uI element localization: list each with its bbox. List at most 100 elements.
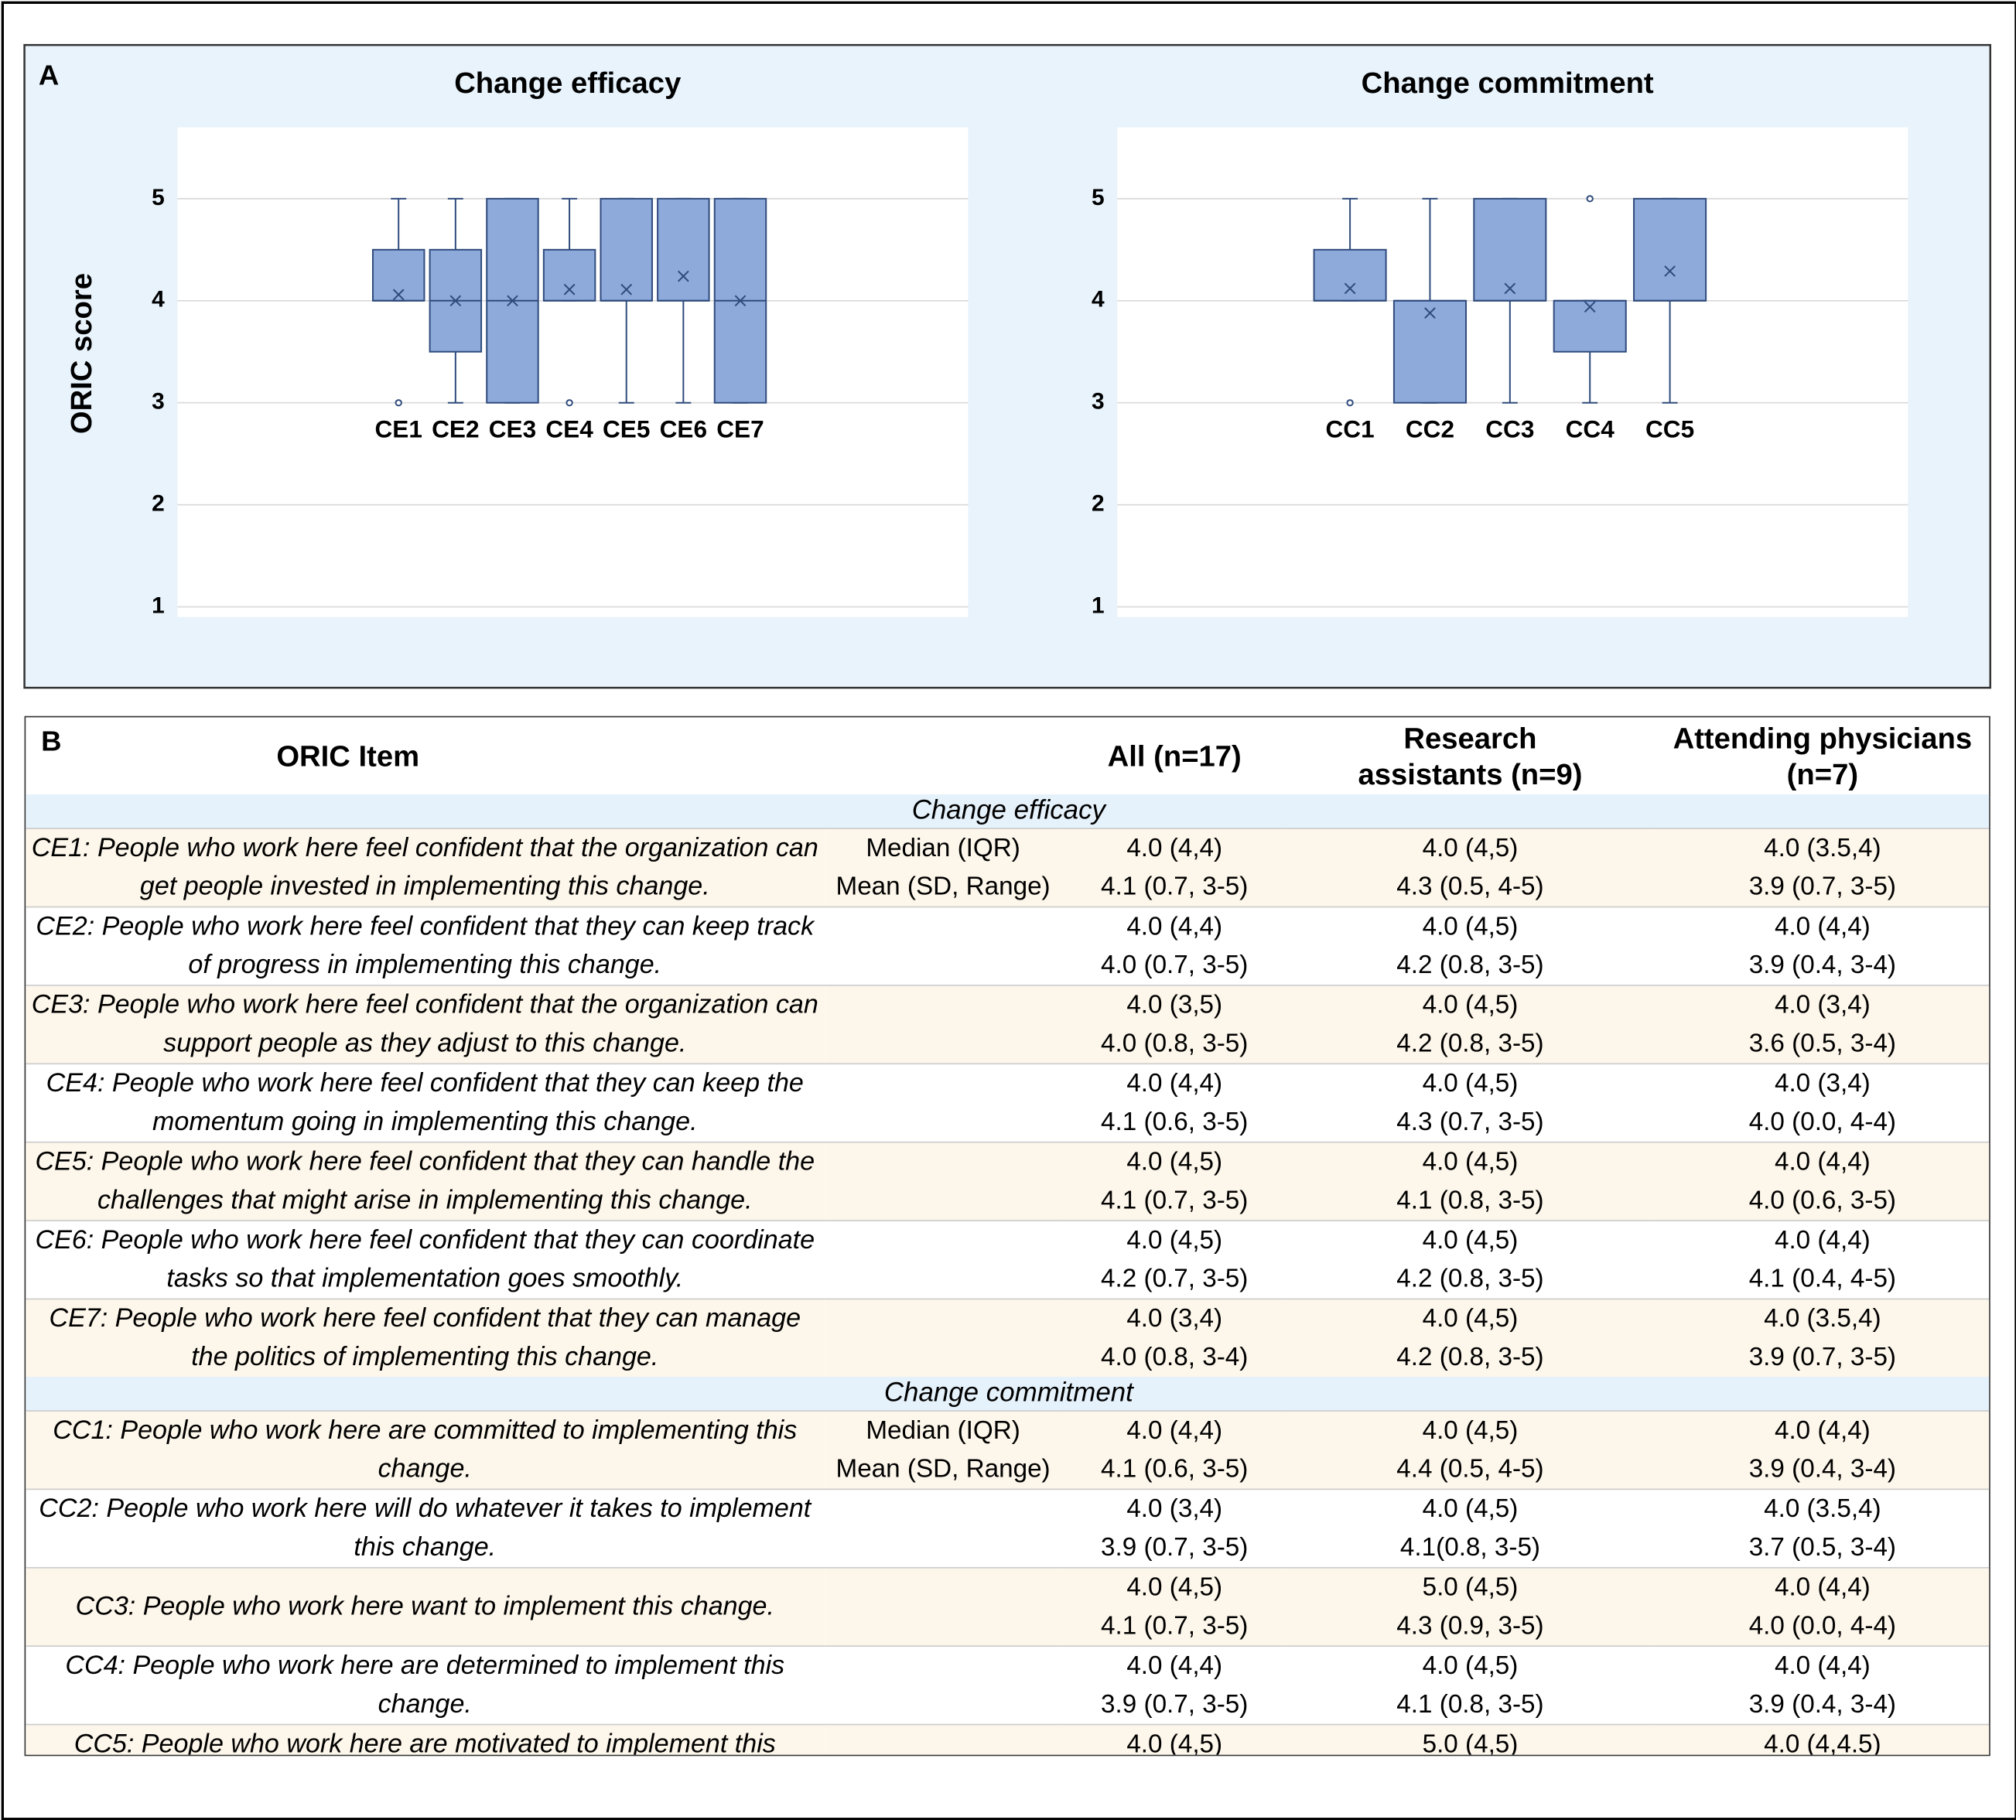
mean-marker <box>449 295 462 307</box>
value-text: 4.0 (4,5) <box>1422 1069 1519 1098</box>
value-text: 4.2 (0.8, 3-5) <box>1396 951 1544 980</box>
value-cell: 4.0 (3,4) 4.0 (0.0, 4-4) <box>1653 1063 1990 1142</box>
x-tick-label: CC2 <box>1406 415 1454 443</box>
value-cell: 4.0 (4,5) 4.1 (0.7, 3-5) <box>1061 1566 1287 1647</box>
value-text: 4.1 (0.6, 3-5) <box>1101 1455 1249 1484</box>
value-text: 3.6 (0.5, 3-4) <box>1748 1030 1897 1058</box>
value-text: 4.0 (4,5) <box>1422 1148 1519 1176</box>
value-text: 4.0 (0.8, 3-4) <box>1101 1343 1249 1372</box>
box <box>371 248 425 302</box>
item-row: CE6: People who work here feel confident… <box>26 1220 1990 1299</box>
value-text: 4.0 (3.5,4) <box>1764 1304 1881 1333</box>
y-tick-label: 3 <box>1092 389 1105 415</box>
value-text: 4.0 (0.8, 3-5) <box>1101 1030 1249 1058</box>
mean-marker <box>677 270 689 282</box>
box <box>1313 248 1387 302</box>
x-tick-label: CE6 <box>660 415 707 443</box>
value-text: 4.0 (3,4) <box>1126 1304 1223 1333</box>
value-text: 4.0 (4,4) <box>1774 1416 1871 1446</box>
value-text: 4.0 (0.0, 4-4) <box>1748 1612 1897 1641</box>
item-row: CC3: People who work here want to implem… <box>26 1566 1990 1647</box>
value-cell: 4.0 (4,5) 4.2 (0.8, 3-5) <box>1286 1298 1654 1377</box>
x-tick-label: CC5 <box>1645 415 1694 443</box>
panel-label: B <box>41 725 62 757</box>
x-tick-label: CE5 <box>603 415 650 443</box>
value-text: 4.2 (0.8, 3-5) <box>1396 1343 1544 1372</box>
value-text: 3.9 (0.7, 3-5) <box>1748 872 1897 902</box>
item-row: CE5: People who work here feel confident… <box>26 1141 1990 1221</box>
item-text: CC5: People who work here are motivated … <box>26 1723 825 1755</box>
value-cell: 4.0 (4,5) 4.2 (0.7, 3-5) <box>1061 1220 1287 1299</box>
y-tick-label: 3 <box>152 389 165 415</box>
value-cell: 4.0 (4,4) 4.0 (0.6, 3-5) <box>1653 1141 1990 1221</box>
value-text: 4.0 (3,5) <box>1126 991 1223 1019</box>
item-row: CC1: People who work here are committed … <box>26 1410 1990 1490</box>
section-row: Change commitment <box>26 1376 1990 1412</box>
value-text: 4.1 (0.4, 4-5) <box>1748 1265 1897 1293</box>
value-cell: 4.0 (3,4) 4.0 (0.8, 3-4) <box>1061 1298 1287 1377</box>
item-row: CE1: People who work here feel confident… <box>26 828 1990 907</box>
value-text: 4.0 (4,4) <box>1774 913 1871 941</box>
value-text: 3.9 (0.7, 3-5) <box>1101 1533 1249 1562</box>
header-cell: Research assistants (n=9) <box>1358 721 1583 791</box>
value-text: 3.9 (0.4, 3-4) <box>1748 1455 1897 1484</box>
y-tick-label: 1 <box>1092 592 1105 618</box>
y-tick-label: 2 <box>1092 491 1105 517</box>
value-cell: 4.0 (4,5) 4.3 (0.5, 4-5) <box>1286 828 1654 907</box>
box <box>657 197 710 302</box>
plot-area <box>177 127 969 617</box>
outlier <box>566 399 573 407</box>
y-axis-label: ORIC score <box>65 273 98 434</box>
value-text: 3.9 (0.4, 3-4) <box>1748 1690 1897 1719</box>
value-cell: 4.0 (4,5) 4.2 (0.8, 3-5) <box>1286 985 1654 1064</box>
value-text: 4.1 (0.8, 3-5) <box>1396 1187 1544 1215</box>
value-cell: 4.0 (4,4) 4.0 (0.0, 4-4) <box>1653 1566 1990 1647</box>
mean-marker <box>507 295 518 307</box>
stat-labels <box>824 1141 1062 1221</box>
box <box>600 197 653 302</box>
stat-label: Mean (SD, Range) <box>835 872 1051 902</box>
value-cell: 4.0 (4,5) 4.2 (0.8, 3-5) <box>1286 906 1654 985</box>
header-row: ORIC Item All (n=17) Research assistants… <box>26 717 1989 794</box>
value-cell: 4.0 (4,5) 4.1 (0.8, 3-5) <box>1286 1141 1654 1221</box>
value-text: 4.0 (3,4) <box>1774 1069 1871 1098</box>
oric-table: ORIC Item All (n=17) Research assistants… <box>26 717 1990 1755</box>
value-text: 4.3 (0.9, 3-5) <box>1396 1612 1544 1641</box>
value-text: 4.0 (4,5) <box>1422 834 1519 863</box>
mean-marker <box>734 295 747 307</box>
stat-labels <box>824 1298 1062 1377</box>
value-text: 4.1 (0.7, 3-5) <box>1101 872 1249 902</box>
value-text: 4.0 (4,4) <box>1126 1416 1223 1446</box>
value-cell: 4.0 (3,5) 4.0 (0.8, 3-5) <box>1061 985 1287 1064</box>
mean-marker <box>1584 301 1596 313</box>
stat-labels <box>824 1063 1062 1142</box>
value-cell: 4.0 (3.5,4) 3.9 (0.7, 3-5) <box>1653 828 1990 907</box>
box <box>1473 197 1547 302</box>
value-cell: 5.0 (4,5)4.4 (0.7, 3-5) <box>1286 1723 1654 1755</box>
mean-marker <box>1504 282 1516 295</box>
value-cell: 4.0 (4,5) 4.3 (0.7, 3-5) <box>1286 1063 1654 1142</box>
value-text: 4.2 (0.8, 3-5) <box>1396 1030 1544 1058</box>
value-cell: 4.0 (4,4) 3.9 (0.4, 3-4) <box>1653 1410 1990 1490</box>
header-cell: All (n=17) <box>1107 739 1242 773</box>
section-title: Change commitment <box>26 1376 1990 1412</box>
value-text: 4.0 (4,4) <box>1126 1651 1223 1681</box>
value-cell: 4.0 (4,5) 4.2 (0.8, 3-5) <box>1286 1220 1654 1299</box>
y-tick-label: 5 <box>1092 185 1105 210</box>
value-text: 4.0 (4,5) <box>1126 1573 1223 1602</box>
panel-a: A Change efficacy ORIC score 1 2 3 4 5 CE1 CE2 CE… <box>23 43 1992 689</box>
value-text: 4.0 (4,5) <box>1422 1226 1519 1255</box>
y-tick-label: 2 <box>152 491 165 517</box>
value-cell: 4.0 (4,4) 4.0 (0.7, 3-5) <box>1061 906 1287 985</box>
value-text: 4.0 (0.6, 3-5) <box>1748 1187 1897 1215</box>
value-cell: 4.0 (4,4) 3.9 (0.7, 3-5) <box>1061 1645 1287 1725</box>
stat-labels <box>824 1723 1062 1755</box>
y-tick-label: 4 <box>1092 287 1105 312</box>
stat-labels: Median (IQR) Mean (SD, Range) <box>824 1410 1062 1490</box>
value-cell: 4.0 (4,5) 4.4 (0.5, 4-5) <box>1286 1410 1654 1490</box>
box <box>1633 197 1707 302</box>
chart-title: Change efficacy <box>454 67 682 100</box>
item-row: CC2: People who work here will do whatev… <box>26 1488 1990 1568</box>
value-cell: 4.0 (4,4.5)4.3 (0.5, 4-5) <box>1653 1723 1990 1755</box>
